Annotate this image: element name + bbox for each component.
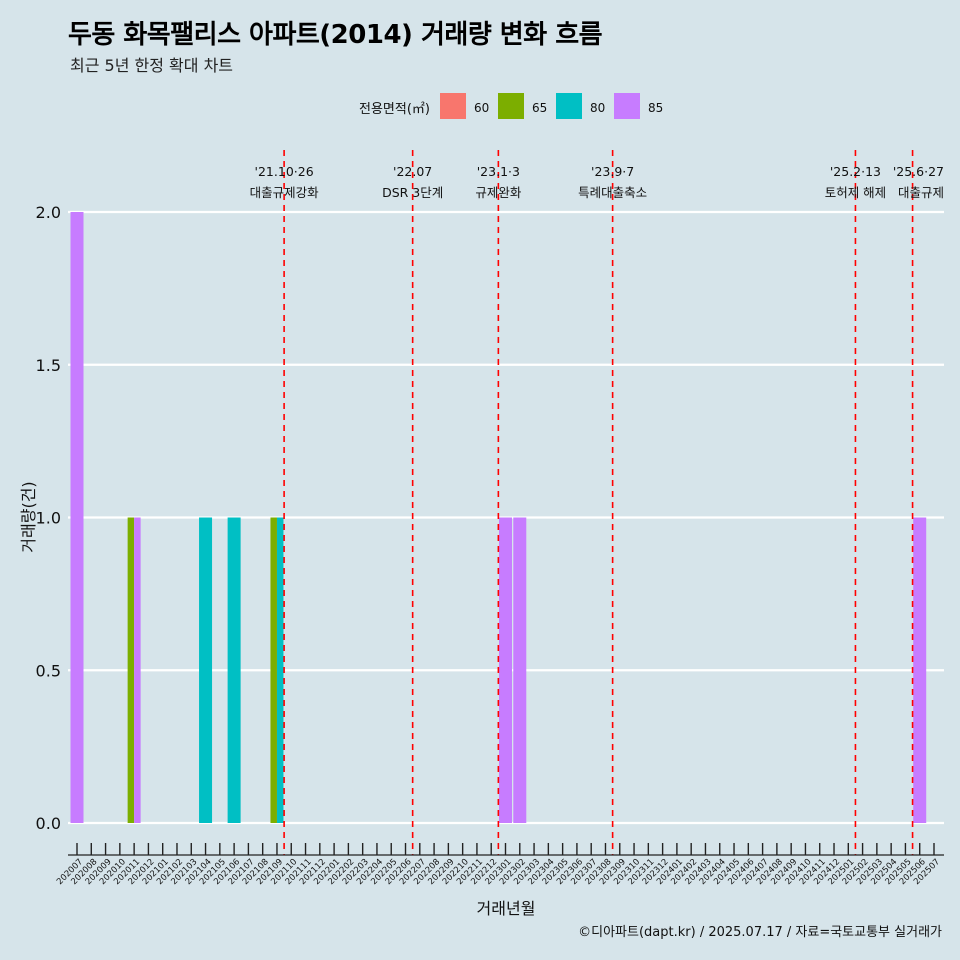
chart-subtitle: 최근 5년 한정 확대 차트 — [70, 56, 234, 75]
bar — [134, 517, 141, 823]
bar — [270, 517, 277, 823]
legend: 전용면적(㎡) 60 65 80 85 — [359, 93, 663, 119]
y-tick-label: 0.5 — [36, 661, 61, 680]
legend-swatch — [556, 93, 582, 119]
legend-label: 65 — [532, 101, 547, 115]
bar — [913, 517, 927, 823]
y-tick-label: 1.5 — [36, 356, 61, 375]
bar — [499, 517, 512, 823]
bars — [70, 212, 927, 823]
annotation-label: 특례대출축소 — [578, 185, 647, 200]
annotation-date: '21.10·26 — [255, 164, 314, 179]
annotation-date: '25.6·27 — [893, 164, 944, 179]
y-tick-label: 1.0 — [36, 509, 61, 528]
y-axis: 0.0 0.5 1.0 1.5 2.0 — [36, 203, 61, 833]
legend-swatch — [498, 93, 524, 119]
annotation-date: '23.9·7 — [591, 164, 634, 179]
annotation-label: 규제완화 — [475, 185, 522, 200]
legend-title: 전용면적(㎡) — [359, 102, 430, 117]
annotation-date: '25.2·13 — [830, 164, 881, 179]
x-axis: 2020072020082020092020102020112020122021… — [55, 843, 944, 887]
legend-label: 80 — [590, 101, 605, 115]
legend-swatch — [440, 93, 466, 119]
legend-label: 60 — [474, 101, 489, 115]
bar — [199, 517, 213, 823]
bar — [227, 517, 241, 823]
legend-label: 85 — [648, 101, 663, 115]
bar — [276, 517, 284, 823]
annotation-lines: '21.10·26 대출규제강화 '22.07 DSR 3단계 '23.1·3 규제완화 '… — [250, 150, 944, 855]
annotation-date: '22.07 — [393, 164, 432, 179]
annotation-label: 대출규제 — [898, 185, 944, 200]
source-caption: ©디아파트(dapt.kr) / 2025.07.17 / 자료=국토교통부 실… — [578, 925, 942, 940]
annotation-label: 대출규제강화 — [250, 185, 320, 200]
legend-swatch — [614, 93, 640, 119]
y-tick-label: 0.0 — [36, 814, 61, 833]
bar — [70, 212, 84, 823]
x-axis-label: 거래년월 — [477, 899, 536, 918]
y-axis-label: 거래량(건) — [19, 481, 38, 552]
bar — [127, 517, 135, 823]
chart-title: 두동 화목팰리스 아파트(2014) 거래량 변화 흐름 — [68, 20, 603, 50]
bar — [513, 517, 527, 823]
y-tick-label: 2.0 — [36, 203, 61, 222]
annotation-label: DSR 3단계 — [382, 185, 443, 200]
annotation-label: 토허제 해제 — [825, 185, 886, 200]
annotation-date: '23.1·3 — [477, 164, 520, 179]
